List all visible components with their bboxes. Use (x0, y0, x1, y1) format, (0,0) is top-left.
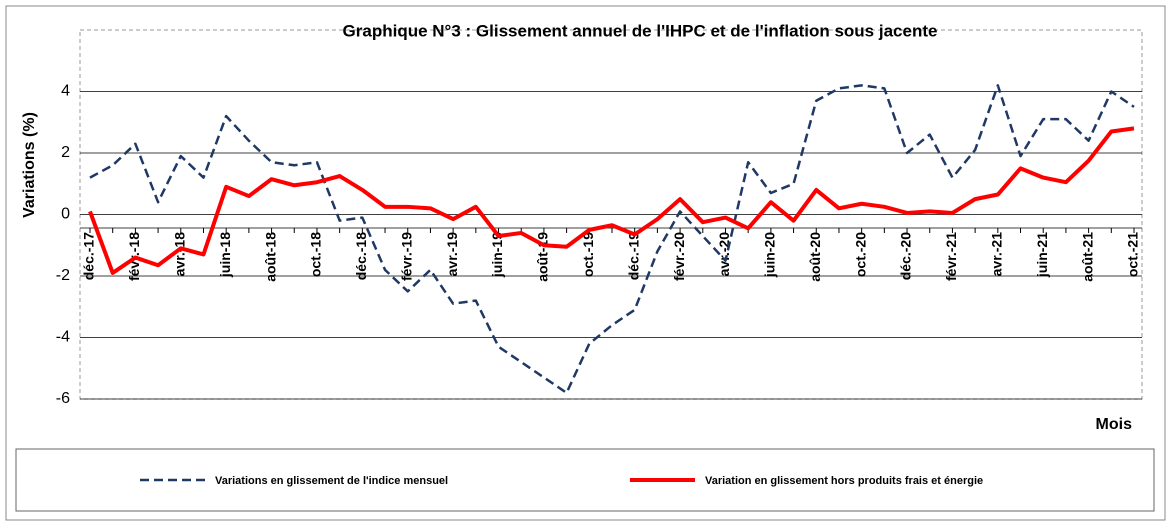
x-tick-label: oct.-18 (308, 232, 324, 277)
x-tick-label: déc.-18 (353, 232, 369, 280)
legend-label: Variations en glissement de l'indice men… (215, 475, 448, 487)
x-tick-label: août-21 (1079, 232, 1095, 282)
x-tick-label: avr.-18 (171, 232, 187, 277)
y-tick-label: -6 (56, 390, 70, 407)
y-tick-label: 0 (61, 206, 70, 223)
x-tick-label: avr.-21 (989, 232, 1005, 277)
x-tick-label: juin-21 (1034, 232, 1050, 278)
x-tick-label: juin-20 (762, 232, 778, 278)
x-tick-label: févr.-21 (943, 232, 959, 281)
series-line (88, 126, 1135, 275)
x-tick-label: oct.-19 (580, 232, 596, 277)
y-axis-title: Variations (%) (21, 112, 38, 218)
x-tick-label: août-20 (807, 232, 823, 282)
x-tick-label: déc.-19 (625, 232, 641, 280)
x-axis-title: Mois (1096, 416, 1133, 433)
series-line (89, 84, 1135, 395)
x-tick-label: juin-18 (217, 232, 233, 278)
x-tick-label: oct.-20 (852, 232, 868, 277)
chart-title: Graphique N°3 : Glissement annuel de l'I… (343, 21, 938, 40)
legend-label: Variation en glissement hors produits fr… (705, 475, 983, 487)
x-tick-label: oct.-21 (1125, 232, 1141, 277)
legend (15, 448, 1155, 512)
y-tick-label: -4 (56, 329, 70, 346)
y-tick-label: -2 (56, 267, 70, 284)
x-tick-label: févr.-19 (398, 232, 414, 281)
x-tick-label: févr.-20 (671, 232, 687, 281)
x-tick-label: déc.-17 (81, 232, 97, 280)
x-tick-label: juin-19 (489, 232, 505, 278)
x-tick-label: avr.-20 (716, 232, 732, 277)
x-tick-label: août-18 (262, 232, 278, 282)
y-tick-label: 4 (61, 83, 70, 100)
x-tick-label: déc.-20 (898, 232, 914, 280)
y-tick-label: 2 (61, 144, 70, 161)
x-tick-label: avr.-19 (444, 232, 460, 277)
